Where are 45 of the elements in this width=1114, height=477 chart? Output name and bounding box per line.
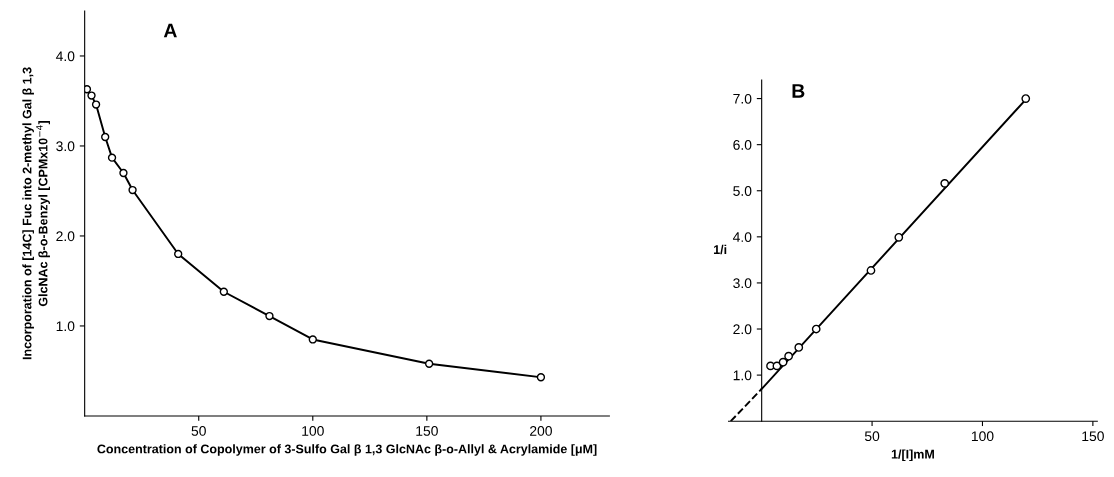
point	[107, 153, 117, 162]
y-tick-label: 1.0	[733, 370, 752, 381]
point	[87, 91, 96, 100]
point	[308, 335, 317, 344]
x-tick-label: 200	[530, 426, 552, 436]
x-tick-label: 100	[971, 431, 994, 442]
point	[101, 132, 110, 142]
point	[1021, 94, 1031, 103]
point	[811, 324, 821, 334]
point	[219, 287, 228, 296]
y-axis-title: 1/i	[713, 244, 727, 255]
x-axis-title: Concentration of Copolymer of 3-Sulfo Gal β 1,3 GlcNAc β-o-Allyl & Acrylamide [μM]	[97, 444, 597, 456]
point	[778, 357, 788, 367]
point	[265, 311, 274, 321]
y-tick-label: 3.0	[56, 141, 75, 152]
y-tick-label: 1.0	[56, 321, 75, 332]
x-tick-label: 150	[1082, 431, 1104, 442]
y-tick-label: 7.0	[733, 93, 752, 104]
point	[424, 359, 434, 368]
y-tick-label: 5.0	[733, 186, 752, 196]
y-tick-label: 4.0	[55, 51, 75, 62]
x-tick-label: 50	[864, 431, 880, 442]
point	[84, 85, 92, 94]
point	[784, 351, 793, 361]
x-tick-label: 150	[416, 426, 438, 436]
point	[128, 185, 137, 195]
point	[794, 343, 804, 352]
y-tick-label: 2.0	[56, 231, 75, 242]
y-tick-label: 3.0	[733, 278, 752, 289]
x-axis-title: 1/[I]mM	[891, 449, 934, 462]
y-tick-label: 4.0	[732, 232, 752, 243]
x-tick-label: 100	[302, 426, 324, 436]
y-axis-title: Incorporation of [14C] Fuc into 2-methyl Gal β 1,3 GlcNAc β-o-Benzyl [CPMx10$^{−4}$]	[22, 67, 50, 360]
point	[866, 266, 876, 275]
point	[119, 168, 128, 178]
chart-title: B	[792, 84, 805, 98]
text: A	[163, 23, 177, 38]
point	[536, 373, 546, 382]
point	[91, 100, 101, 109]
point	[940, 179, 950, 188]
point	[174, 249, 183, 259]
x-tick-label: 50	[191, 426, 206, 436]
y-tick-label: 2.0	[733, 324, 752, 335]
point	[894, 232, 904, 242]
y-tick-label: 6.0	[733, 139, 752, 150]
